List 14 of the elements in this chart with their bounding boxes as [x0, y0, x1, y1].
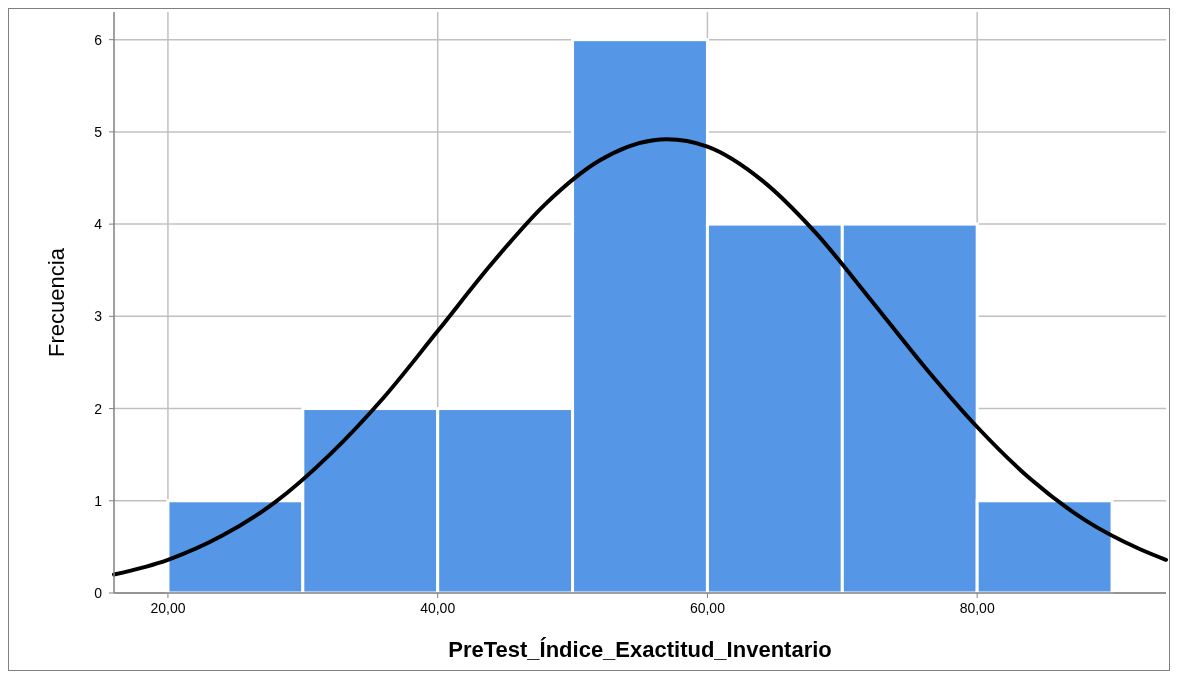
y-tick-label: 5 [94, 123, 103, 140]
y-tick-label: 6 [94, 31, 103, 48]
y-tick-label: 1 [94, 492, 103, 509]
y-tick-label: 4 [94, 216, 103, 233]
line-series [112, 137, 1168, 577]
y-tick-label: 0 [94, 585, 103, 601]
y-tick-label: 3 [94, 308, 103, 325]
x-tick-label: 20,00 [150, 600, 186, 616]
x-axis-title: PreTest_Índice_Exactitud_Inventario [448, 637, 832, 662]
x-tick-label: 40,00 [420, 600, 456, 616]
y-axis-title: Frecuencia [44, 247, 69, 357]
y-tick-label: 2 [94, 400, 103, 417]
x-tick-label: 80,00 [959, 600, 995, 616]
x-tick-label: 60,00 [689, 600, 726, 616]
